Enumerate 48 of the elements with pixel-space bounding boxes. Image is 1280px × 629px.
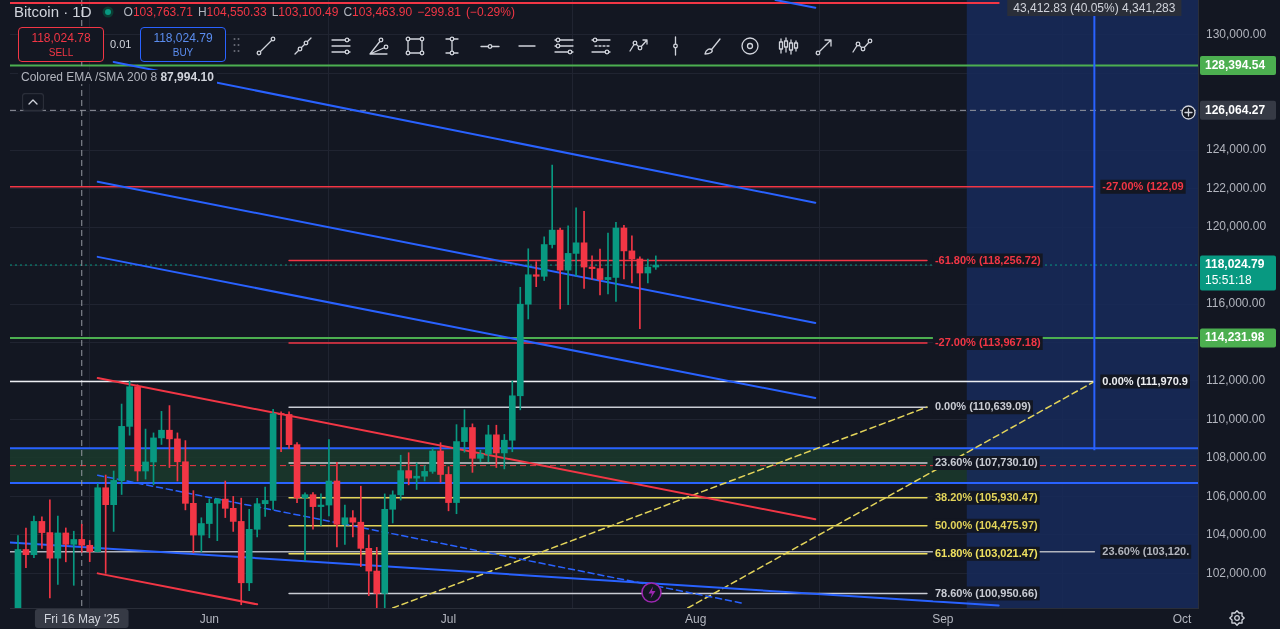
y-tick-label: 104,000.00	[1206, 527, 1267, 542]
annotation: 43,412.83 (40.05%) 4,341,283	[1013, 0, 1176, 15]
series-label: 23.60% (103,120.	[1102, 544, 1190, 557]
text: O103,763.71 H104,550.33 L103,100.49 C103,463.90 −299.81 (−0.29%)	[123, 4, 515, 19]
candlestick	[261, 486, 269, 517]
annotation: 0.01	[110, 38, 132, 50]
x-tick-label: Jul	[440, 611, 457, 626]
annotation: 118,024.79	[152, 31, 214, 45]
series-label: 78.60% (100,950.66)	[934, 586, 1038, 599]
candlestick	[341, 504, 349, 545]
y-tick-label: 124,000.00	[1206, 142, 1267, 157]
x-tick-label: Aug	[685, 611, 707, 626]
x-tick-label: Jun	[199, 611, 220, 626]
series-label: -61.80% (118,256.72)	[934, 253, 1042, 266]
ref-line-label: 114,231.98	[1205, 330, 1265, 345]
annotation: 118,024.78	[30, 31, 92, 45]
y-tick-label: 116,000.00	[1206, 296, 1266, 311]
series-label: 0.00% (110,639.09)	[934, 400, 1032, 413]
y-tick-label: 108,000.00	[1206, 450, 1267, 465]
candlestick	[572, 207, 580, 277]
y-tick-label: 130,000.00	[1206, 26, 1267, 41]
annotation: BUY	[171, 47, 195, 58]
y-tick-label: 106,000.00	[1206, 488, 1267, 503]
ref-line-label: Fri 16 May '25	[43, 611, 120, 626]
y-tick-label: 112,000.00	[1206, 373, 1266, 388]
series-label: 38.20% (105,930.47)	[934, 490, 1038, 503]
y-tick-label: 102,000.00	[1206, 565, 1267, 580]
candlestick	[22, 527, 30, 568]
x-tick-label: Oct	[1172, 611, 1193, 626]
candlestick	[70, 530, 78, 586]
annotation: SELL	[47, 47, 75, 58]
series-label: 61.80% (103,021.47)	[934, 546, 1038, 559]
candlestick	[277, 411, 285, 452]
y-tick-label: 122,000.00	[1206, 180, 1267, 195]
series-label: -27.00% (113,967.18)	[934, 336, 1042, 349]
series-label: 23.60% (107,730.10)	[934, 456, 1038, 469]
ref-line-label: 128,394.54	[1205, 57, 1266, 72]
series-label: 0.00% (111,970.9	[1102, 374, 1188, 387]
x-tick-label: Sep	[932, 611, 954, 626]
candlestick	[301, 492, 309, 561]
series-label: -27.00% (122,09	[1102, 179, 1184, 192]
ref-line-label: 126,064.27	[1205, 102, 1266, 117]
y-tick-label: 120,000.00	[1206, 219, 1267, 234]
ref-line-label: 118,024.79 15:51:18	[1205, 257, 1265, 288]
chart-title: Bitcoin · 1D	[14, 3, 92, 20]
series-label: 50.00% (104,475.97)	[934, 518, 1038, 531]
y-tick-label: 110,000.00	[1206, 411, 1266, 426]
annotation: Colored EMA /SMA 200 8 87,994.10	[18, 70, 217, 84]
